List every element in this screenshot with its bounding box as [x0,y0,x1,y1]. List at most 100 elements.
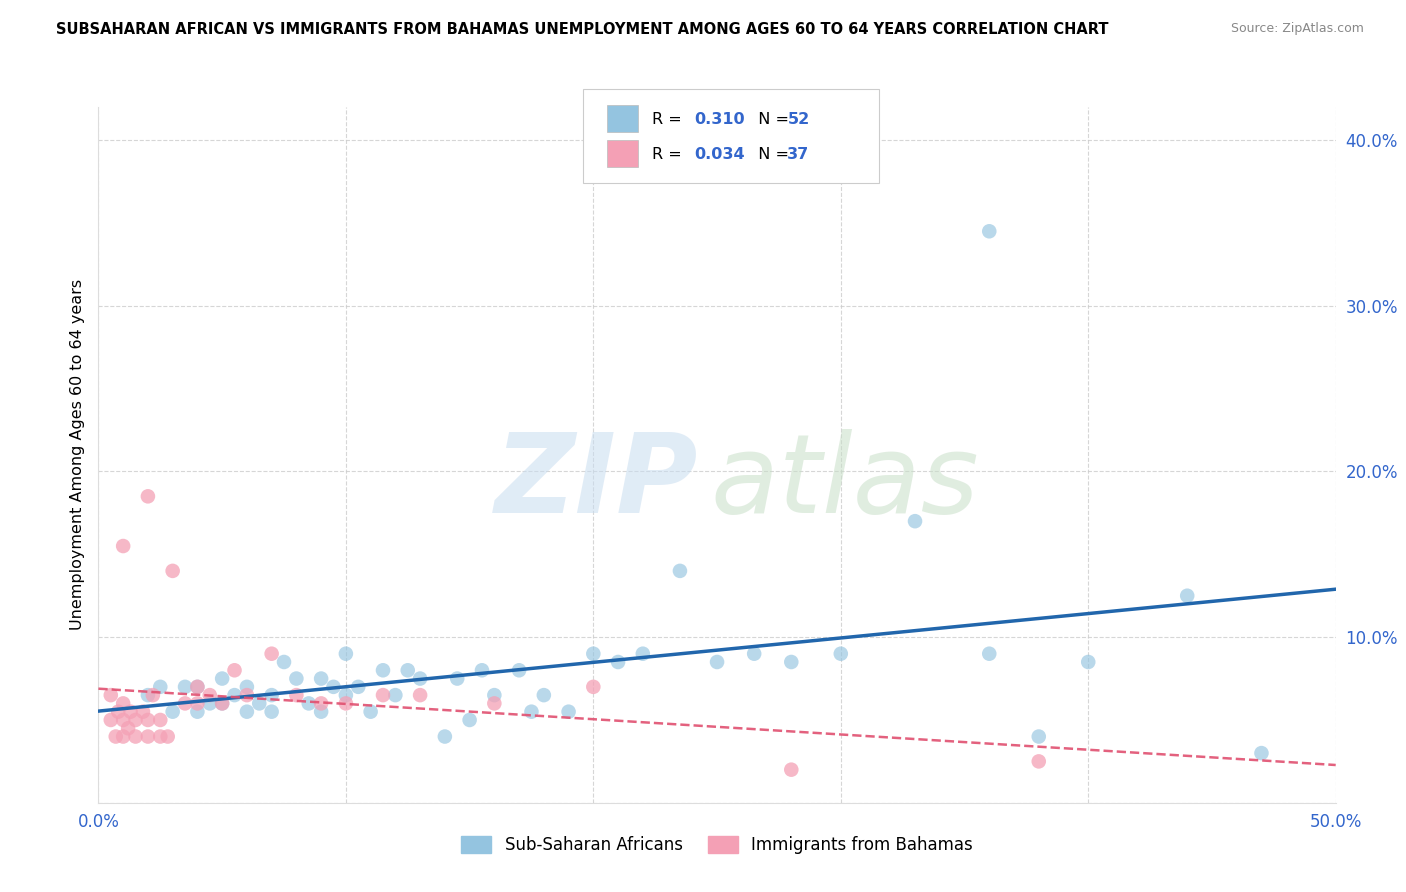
Point [631,647,654,661]
Point [471,663,494,677]
Point [322,680,344,694]
Point [335,688,357,702]
Point [484,688,506,702]
Point [830,647,852,661]
Point [780,655,803,669]
Point [100,688,122,702]
Point [409,672,432,686]
Point [120,705,142,719]
Point [285,688,308,702]
Point [211,697,233,711]
Point [396,663,419,677]
Point [149,680,172,694]
Text: 0.310: 0.310 [695,112,745,127]
Text: 37: 37 [787,147,810,162]
Point [247,697,270,711]
Point [1028,755,1050,769]
Point [198,697,221,711]
Point [1028,730,1050,744]
Point [211,672,233,686]
Point [309,672,332,686]
Point [224,663,246,677]
Point [104,730,127,744]
Point [162,705,184,719]
Point [236,688,259,702]
Point [309,697,332,711]
Point [136,713,159,727]
Point [112,713,135,727]
Text: atlas: atlas [711,429,980,536]
Point [446,672,468,686]
Point [904,514,927,528]
Text: SUBSAHARAN AFRICAN VS IMMIGRANTS FROM BAHAMAS UNEMPLOYMENT AMONG AGES 60 TO 64 Y: SUBSAHARAN AFRICAN VS IMMIGRANTS FROM BA… [56,22,1109,37]
Point [156,730,179,744]
Point [298,697,321,711]
Point [124,730,146,744]
Point [1175,589,1198,603]
Point [112,730,135,744]
Point [520,705,543,719]
Point [607,655,630,669]
Point [335,697,357,711]
Point [236,680,259,694]
Point [186,680,208,694]
Point [508,663,530,677]
Point [136,489,159,503]
Point [136,688,159,702]
Point [186,697,208,711]
Point [162,564,184,578]
Text: N =: N = [748,112,794,127]
Point [100,713,122,727]
Point [335,647,357,661]
Point [979,647,1001,661]
Point [433,730,456,744]
Point [236,705,259,719]
Text: R =: R = [652,112,688,127]
Y-axis label: Unemployment Among Ages 60 to 64 years: Unemployment Among Ages 60 to 64 years [69,279,84,631]
Point [285,672,308,686]
Text: Source: ZipAtlas.com: Source: ZipAtlas.com [1230,22,1364,36]
Point [107,705,129,719]
Point [360,705,382,719]
Text: N =: N = [748,147,794,162]
Point [186,680,208,694]
Point [149,713,172,727]
Text: R =: R = [652,147,688,162]
Point [371,688,394,702]
Text: 52: 52 [787,112,810,127]
Text: 0.034: 0.034 [695,147,745,162]
Point [260,705,283,719]
Point [557,705,579,719]
Point [582,647,605,661]
Point [136,730,159,744]
Point [260,647,283,661]
Point [224,688,246,702]
Point [124,713,146,727]
Point [112,539,135,553]
Point [132,705,155,719]
Point [117,721,139,735]
Point [142,688,165,702]
Point [174,697,197,711]
Point [186,705,208,719]
Point [174,680,197,694]
Point [458,713,481,727]
Point [1250,746,1272,760]
Legend: Sub-Saharan Africans, Immigrants from Bahamas: Sub-Saharan Africans, Immigrants from Ba… [454,829,980,861]
Point [669,564,692,578]
Point [533,688,555,702]
Point [409,688,432,702]
Point [112,697,135,711]
Point [149,730,172,744]
Point [979,224,1001,238]
Point [309,705,332,719]
Text: ZIP: ZIP [495,429,699,536]
Point [198,688,221,702]
Point [384,688,406,702]
Point [273,655,295,669]
Point [371,663,394,677]
Point [211,697,233,711]
Point [484,697,506,711]
Point [742,647,765,661]
Point [582,680,605,694]
